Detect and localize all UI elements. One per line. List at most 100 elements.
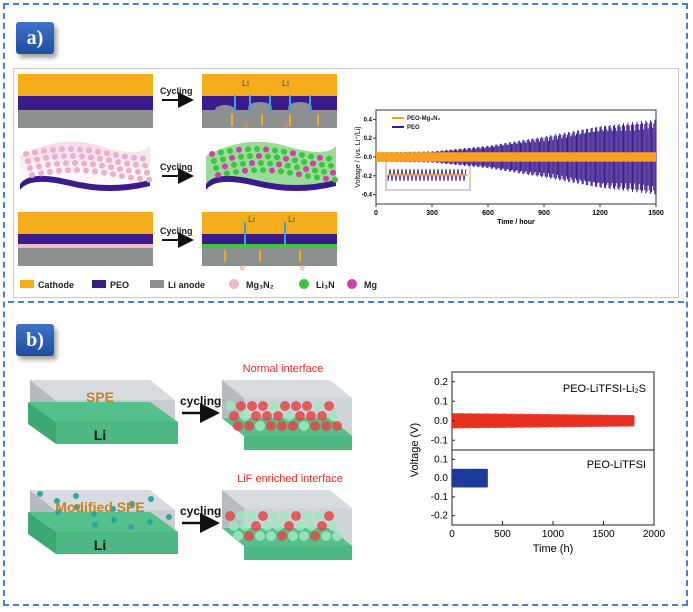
lif-particle (310, 531, 320, 541)
spe-block (28, 380, 178, 444)
chart-b-ytick-bottom-label: -0.2 (431, 511, 449, 522)
ion-e-2: e (284, 120, 289, 130)
legend-label-5: Mg (364, 280, 377, 290)
cycling-label-b2: cycling (180, 504, 221, 518)
panel-b-badge: b) (16, 324, 54, 356)
mg3n2-dot (137, 175, 143, 182)
legend-swatch-2 (150, 280, 164, 288)
mg3n2-dot (59, 146, 65, 153)
mg3n2-dot (63, 160, 69, 167)
lif-particle (225, 511, 235, 521)
sheet-before (20, 141, 152, 191)
interface-particle (236, 401, 246, 411)
mg3n2-dot (27, 165, 33, 171)
interface-particle (306, 411, 316, 421)
mg3n2-dot (41, 147, 47, 154)
chart-a-ytick-label: 0.2 (364, 136, 373, 142)
li3n-dot (319, 161, 325, 168)
mg3n2-dot (43, 154, 49, 161)
figure-frame (3, 3, 688, 606)
modifier-dot (92, 522, 98, 528)
interface-particle (247, 401, 257, 411)
chart-b-xtick-label: 2000 (643, 529, 666, 540)
mg3n2-dot (95, 148, 101, 155)
panel-b-illustration: SPE Li cycling Normal interface Modified… (28, 363, 352, 560)
li3n-dot (247, 153, 253, 160)
cycling-label-b1: cycling (180, 394, 221, 408)
li3n-dot (305, 172, 311, 179)
ion-li-4: Li (288, 214, 295, 224)
normal-interface-block (222, 380, 352, 450)
chart-b-xtick-label: 1000 (542, 529, 565, 540)
mg3n2-dot (86, 147, 92, 154)
li3n-dot (281, 148, 287, 155)
li3n-dot (317, 154, 323, 161)
li3n-dot (301, 158, 307, 165)
li3n-dot (233, 168, 239, 175)
li3n-dot (310, 160, 316, 167)
li3n-dot (308, 153, 314, 160)
spe-label: SPE (86, 389, 114, 405)
lif-particle (302, 511, 312, 521)
mg3n2-dot (140, 155, 146, 162)
li3n-dot (220, 156, 226, 163)
li3n-dot (213, 165, 219, 171)
li3n-dot (312, 167, 318, 174)
mg3n2-dot (47, 168, 53, 175)
chart-b-series-top: PEO-LiTFSI-Li₂S (563, 383, 646, 395)
legend-swatch-1 (92, 280, 106, 288)
stack-row1-after (202, 74, 337, 128)
mg3n2-dot (88, 154, 94, 161)
lif-particle (288, 531, 298, 541)
mg3n2-dot (70, 153, 76, 160)
ion-e-1: e (244, 120, 249, 130)
interface-particle (269, 401, 279, 411)
interface-particle (284, 411, 294, 421)
mg3n2-dot (32, 149, 38, 156)
li3n-dot (272, 147, 278, 154)
lif-particle (244, 531, 254, 541)
li3n-dot (299, 151, 305, 158)
li3n-dot (263, 146, 269, 153)
interface-particle (288, 421, 298, 431)
interface-particle (321, 421, 331, 431)
mg3n2-dot (124, 160, 130, 167)
lif-particle (229, 521, 239, 531)
li3n-dot (287, 169, 293, 176)
chart-a-ytick-label: -0.4 (362, 193, 373, 199)
legend-label-2: Li anode (168, 280, 205, 290)
interface-particle (244, 421, 254, 431)
stack-row3-after (202, 212, 337, 266)
modified-spe-label: Modified SPE (55, 499, 144, 515)
li-label-1: Li (94, 427, 106, 443)
mg3n2-dot (34, 156, 40, 163)
chart-b-ytick-bottom-label: -0.1 (431, 492, 449, 503)
mg3n2-dot (83, 167, 89, 174)
lif-particle (251, 521, 261, 531)
panel-b-voltage-chart: 0 500 1000 1500 2000 0.2 0.1 0.0 -0.1 0.1 0.0 -0.1 -… (409, 371, 666, 555)
li3n-dot (231, 161, 237, 168)
mg3n2-dot (72, 160, 78, 167)
li3n-dot (285, 162, 291, 169)
interface-particle (251, 411, 261, 421)
mg3n2-dot (99, 162, 105, 169)
interface-particle (229, 411, 239, 421)
legend-swatch-3 (229, 279, 239, 289)
lif-particle (324, 511, 334, 521)
ion-li-2: Li (282, 78, 289, 88)
cycling-label-3: Cycling (160, 226, 193, 236)
lif-particle (299, 531, 309, 541)
sheet-after (206, 141, 338, 191)
modifier-dot (147, 519, 153, 525)
panel-a-badge-label: a) (26, 26, 44, 49)
mg3n2-dot (146, 176, 152, 183)
mg3n2-dot (45, 161, 51, 168)
interface-particle (240, 411, 250, 421)
chart-a-xtick-label: 1500 (648, 210, 664, 217)
stack-row1-before (18, 74, 153, 128)
interface-particle (266, 421, 276, 431)
legend-label-3: Mg₃N₂ (246, 280, 274, 290)
lif-particle (273, 521, 283, 531)
mg3n2-dot (52, 153, 58, 160)
lif-particle (258, 511, 268, 521)
